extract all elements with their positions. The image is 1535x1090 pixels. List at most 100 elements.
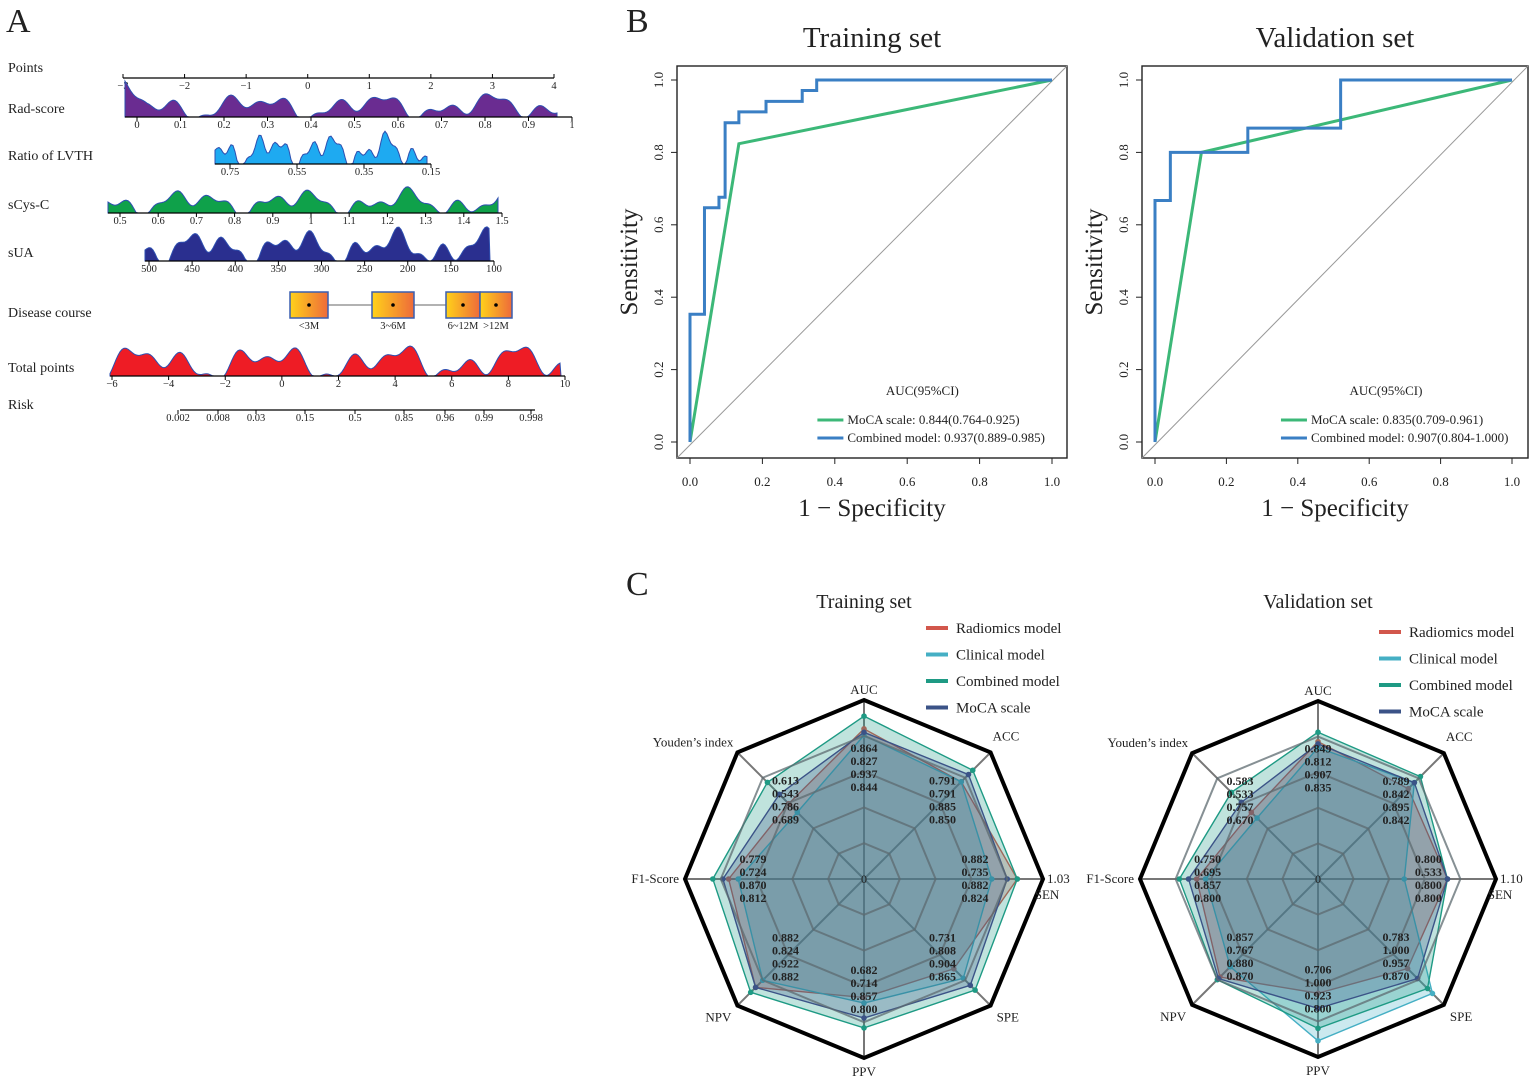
nomogram-tick-label: 0.99 bbox=[475, 413, 493, 424]
radar-value-label: 1.000 bbox=[1305, 975, 1332, 989]
nomogram-tick-label: 6~12M bbox=[448, 321, 479, 332]
radar-value-label: 0.613 bbox=[772, 774, 799, 788]
radar-point bbox=[1014, 876, 1021, 882]
nomogram-tick-label: 1.5 bbox=[495, 216, 508, 227]
legend-title: AUC(95%CI) bbox=[1349, 383, 1422, 398]
x-tick-label: 0.8 bbox=[971, 474, 987, 489]
roc-curve bbox=[1153, 78, 1512, 442]
radar-value-label: 0.850 bbox=[929, 813, 956, 827]
radar-point bbox=[958, 778, 965, 785]
radar-value-label: 0.857 bbox=[1226, 930, 1253, 944]
radar-value-label: 0.827 bbox=[851, 754, 878, 768]
radar-value-label: 0.895 bbox=[1383, 800, 1410, 814]
roc-curve bbox=[1153, 78, 1513, 443]
nomogram-tick-label: 0.5 bbox=[113, 216, 126, 227]
radar-value-label: 0.904 bbox=[929, 956, 956, 970]
radar-value-label: 0.583 bbox=[1226, 774, 1253, 788]
radar-outer-frame bbox=[1137, 698, 1499, 1060]
nomogram-tick-label: 0.2 bbox=[217, 120, 230, 131]
radar-point bbox=[1248, 809, 1255, 816]
radar-grid-ring bbox=[791, 806, 937, 952]
radar-value-label: 0.907 bbox=[1305, 768, 1332, 782]
y-tick-label: 1.0 bbox=[651, 72, 666, 88]
nomogram-tick-label: 0.35 bbox=[355, 167, 373, 178]
y-tick-label: 0.0 bbox=[1116, 434, 1131, 450]
radar-value-label: 0.714 bbox=[851, 976, 878, 990]
radar-value-label: 0.791 bbox=[929, 774, 956, 788]
radar-value-label: 0.849 bbox=[1305, 742, 1332, 756]
radar-axis-label: F1-Score bbox=[631, 871, 679, 886]
disease-course-dot bbox=[307, 303, 311, 307]
legend-label: MoCA scale: 0.844(0.764-0.925) bbox=[847, 412, 1019, 427]
radar-axis-label: F1-Score bbox=[1086, 871, 1134, 886]
roc-validation: Validation set 0.0 0.2 0.4 0.6 0.8 1.0 0.0 0.2 0.… bbox=[1081, 22, 1529, 522]
radar-point bbox=[1227, 963, 1234, 970]
nomogram-tick-label: 0.8 bbox=[478, 120, 491, 131]
radar-point bbox=[861, 1015, 867, 1021]
radar-value-label: 0.750 bbox=[1194, 852, 1221, 866]
radar-spoke bbox=[1317, 752, 1445, 880]
density-ratio-of-lvth bbox=[214, 130, 428, 165]
nomogram-tick-label: 0.6 bbox=[391, 120, 404, 131]
radar-value-label: 0.842 bbox=[1383, 813, 1410, 827]
radar-value-label: 0.789 bbox=[1383, 774, 1410, 788]
x-axis-label: 1 − Specificity bbox=[1261, 495, 1409, 522]
nomogram-tick-label: 400 bbox=[227, 264, 243, 275]
nomogram-tick-label: −2 bbox=[220, 379, 231, 390]
radar-point bbox=[710, 876, 716, 882]
radar-point bbox=[752, 984, 759, 991]
nomogram-tick-label: −3 bbox=[117, 81, 128, 92]
radar-point bbox=[735, 876, 741, 882]
nomogram-tick-label: 6 bbox=[449, 379, 454, 390]
radar-value-label: 0.824 bbox=[772, 943, 799, 957]
radar-point bbox=[861, 1000, 867, 1006]
radar-max-label: 1.03 bbox=[1047, 871, 1070, 886]
radar-point bbox=[861, 994, 867, 1001]
radar-value-label: 0.731 bbox=[929, 930, 956, 944]
panel-label-c: C bbox=[626, 566, 649, 603]
radar-point bbox=[1401, 876, 1408, 882]
radar-point bbox=[1404, 965, 1411, 972]
nomogram-tick-label: 200 bbox=[400, 264, 416, 275]
nomogram-tick-label: 0 bbox=[134, 120, 139, 131]
radar-center-label: 0 bbox=[1315, 872, 1321, 886]
radar-value-label: 0.842 bbox=[1383, 787, 1410, 801]
nomogram-row-label: Ratio of LVTH bbox=[8, 149, 93, 164]
radar-value-label: 0.543 bbox=[772, 787, 799, 801]
nomogram-tick-label: 300 bbox=[314, 264, 330, 275]
radar-title: Training set bbox=[816, 591, 912, 613]
nomogram-tick-label: 0.15 bbox=[296, 413, 314, 424]
radar-value-label: 0.786 bbox=[772, 800, 799, 814]
radar-value-label: 0.824 bbox=[961, 891, 988, 905]
x-tick-label: 0.2 bbox=[754, 474, 770, 489]
reference-diagonal bbox=[676, 65, 1068, 459]
radar-value-label: 0.800 bbox=[1415, 891, 1442, 905]
radar-value-label: 0.812 bbox=[740, 891, 767, 905]
nomogram-tick-label: 1 bbox=[308, 216, 313, 227]
nomogram-tick-label: 0.6 bbox=[152, 216, 165, 227]
radar-value-label: 0.870 bbox=[1383, 969, 1410, 983]
radar-value-label: 0.670 bbox=[1226, 813, 1253, 827]
nomogram-tick-label: −1 bbox=[241, 81, 252, 92]
nomogram-tick-label: 2 bbox=[428, 81, 433, 92]
nomogram-tick-label: 0.75 bbox=[221, 167, 239, 178]
radar-point bbox=[967, 982, 974, 989]
legend-label: Radiomics model bbox=[1409, 625, 1514, 641]
radar-axis-label: PPV bbox=[852, 1064, 876, 1079]
nomogram-tick-label: 0 bbox=[279, 379, 284, 390]
radar-point bbox=[861, 1025, 867, 1031]
radar-axis-label: Youden’s index bbox=[1107, 735, 1188, 750]
radar-grid-ring bbox=[755, 770, 973, 988]
radar-value-label: 0.857 bbox=[1194, 878, 1221, 892]
x-tick-label: 0.4 bbox=[827, 474, 844, 489]
radar-grid-ring bbox=[827, 842, 901, 916]
nomogram-tick-label: 1.4 bbox=[457, 216, 471, 227]
radar-value-label: 0.757 bbox=[1226, 800, 1253, 814]
radar-axis-label: NPV bbox=[705, 1010, 732, 1025]
nomogram-tick-label: 0.55 bbox=[288, 167, 306, 178]
nomogram-tick-label: −2 bbox=[179, 81, 190, 92]
radar-point bbox=[1185, 876, 1192, 882]
radar-max-label: 1.10 bbox=[1500, 871, 1523, 886]
nomogram-row-label: Total points bbox=[8, 361, 74, 376]
